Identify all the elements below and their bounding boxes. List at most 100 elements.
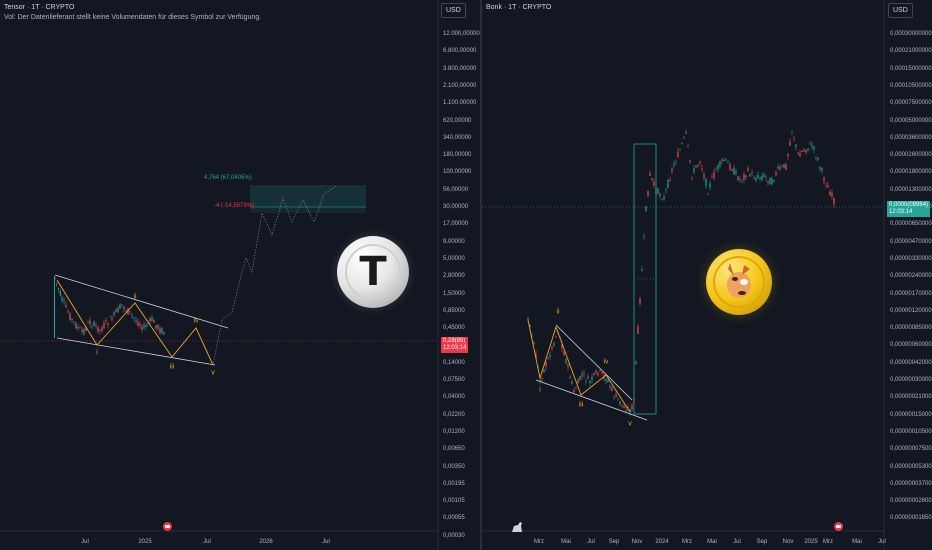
bonk-late-candle: [679, 149, 681, 151]
tensor-candle: [97, 326, 99, 333]
bonk-late-candle: [775, 172, 777, 175]
wave-label-iv: iv: [603, 358, 609, 366]
bonk-late-candle: [693, 168, 695, 173]
bonk-late-candle: [649, 172, 651, 176]
tensor-candle: [89, 320, 91, 325]
bonk-early-candle: [611, 387, 613, 391]
bonk-late-candle: [725, 158, 727, 161]
tensor-candle: [101, 327, 103, 331]
x-tick-label: 2026: [259, 539, 273, 545]
y-tick-label: 12.000,00000: [443, 31, 480, 37]
dinosaur-icon[interactable]: [510, 520, 524, 534]
y-tick-label: 0,14000: [443, 359, 465, 366]
bonk-early-candle: [581, 374, 583, 377]
y-tick-label: 0,00001300000: [890, 186, 932, 193]
bonk-late-candle: [695, 165, 697, 168]
y-tick-label: 0,00030000000: [890, 31, 932, 37]
y-tick-label: 0,00000010500: [890, 428, 932, 435]
x-tick-label: Jul: [733, 539, 741, 545]
wave-label-v: v: [628, 420, 632, 428]
current-price-tag: 0,28(89) 12:03:14: [441, 337, 469, 353]
bonk-late-candle: [779, 166, 781, 170]
y-tick-label: 0,07500: [443, 377, 465, 383]
bonk-late-candle: [805, 149, 807, 153]
y-tick-label: 0,01200: [443, 428, 465, 435]
y-tick-label: 0,00007500000: [890, 100, 932, 107]
bonk-late-candle: [739, 179, 741, 181]
bonk-early-candle: [579, 376, 581, 381]
panel-divider[interactable]: [480, 0, 482, 550]
tradingview-logo-icon[interactable]: [163, 522, 172, 531]
wedge-upper-trendline: [54, 274, 229, 329]
bonk-early-candle: [539, 379, 541, 382]
currency-button[interactable]: USD: [888, 3, 913, 18]
bonk-late-candle: [683, 137, 685, 138]
symbol-title[interactable]: Tensor · 1T · CRYPTO: [4, 4, 75, 11]
tensor-candle: [121, 304, 123, 306]
bonk-late-candle: [699, 161, 701, 163]
dog-face-icon: [727, 263, 751, 298]
y-tick-label: 0,00105: [443, 498, 465, 505]
tensor-candle: [99, 329, 101, 331]
bonk-late-candle: [815, 157, 817, 159]
bonk-late-candle: [703, 174, 705, 178]
bonk-late-candle: [645, 206, 647, 212]
bonk-late-candle: [755, 178, 757, 181]
y-tick-label: 0,00195: [443, 480, 465, 487]
bonk-late-candle: [809, 143, 811, 145]
tensor-chart-panel[interactable]: Tensor · 1T · CRYPTO Vol: Der Datenliefe…: [0, 0, 480, 550]
bonk-late-candle: [831, 192, 833, 197]
bonk-early-candle: [583, 372, 585, 375]
bonk-early-candle: [529, 324, 531, 327]
bonk-late-candle: [663, 196, 665, 200]
bonk-late-candle: [807, 148, 809, 151]
bonk-early-candle: [593, 373, 595, 375]
bonk-early-candle: [571, 381, 573, 384]
bonk-early-candle: [607, 380, 609, 382]
impulse-range-box: [633, 143, 657, 415]
bonk-late-candle: [823, 177, 825, 181]
bonk-late-candle: [771, 178, 773, 185]
y-tick-label: 0,00010500000: [890, 82, 932, 89]
bonk-late-candle: [763, 174, 765, 177]
countdown-timer: 12:03:14: [443, 345, 467, 351]
y-tick-label: 0,45000: [443, 325, 465, 332]
bonk-late-candle: [717, 164, 719, 170]
bonk-late-candle: [741, 179, 743, 181]
y-tick-label: 0,00000005300: [890, 463, 932, 470]
bonk-late-candle: [701, 168, 703, 170]
elliott-wave-path: [527, 319, 631, 413]
x-tick-label: 2024: [655, 539, 669, 545]
x-tick-label: Mrz: [534, 539, 544, 545]
tensor-candle: [145, 325, 147, 328]
currency-button[interactable]: USD: [441, 3, 466, 18]
tensor-candle: [135, 319, 137, 322]
y-tick-label: 0,00000015000: [890, 411, 932, 418]
y-tick-label: 0,00000170000: [890, 290, 932, 297]
tradingview-logo-icon[interactable]: [834, 522, 843, 531]
bonk-late-candle: [753, 178, 755, 180]
bonk-plot-area[interactable]: [482, 0, 932, 550]
target-down-label: -4 (-14,5879%): [214, 203, 255, 209]
tensor-candle: [129, 311, 131, 313]
tensor-coin-logo: T: [337, 236, 409, 308]
x-tick-label: Mrz: [682, 539, 692, 545]
tensor-plot-area[interactable]: [0, 0, 480, 550]
y-tick-label: 0,00001800000: [890, 169, 932, 176]
bonk-early-candle: [613, 396, 615, 398]
tensor-candle: [83, 328, 85, 334]
bonk-late-candle: [769, 177, 771, 185]
bonk-chart-panel[interactable]: Bonk · 1T · CRYPTO USD 0,00030000000 0,00…: [482, 0, 932, 550]
tensor-candle: [153, 320, 155, 323]
bonk-late-candle: [647, 190, 649, 197]
x-tick-label: Mrz: [823, 539, 833, 545]
bonk-late-candle: [827, 185, 829, 188]
tensor-candle: [147, 323, 149, 325]
wave-label-ii: ii: [556, 308, 560, 316]
bonk-early-candle: [619, 401, 621, 405]
tensor-candle: [71, 318, 73, 321]
bonk-early-candle: [565, 358, 567, 364]
x-tick-label: Jul: [878, 539, 886, 545]
symbol-title[interactable]: Bonk · 1T · CRYPTO: [486, 4, 552, 11]
y-tick-label: 0,85000: [443, 307, 465, 314]
